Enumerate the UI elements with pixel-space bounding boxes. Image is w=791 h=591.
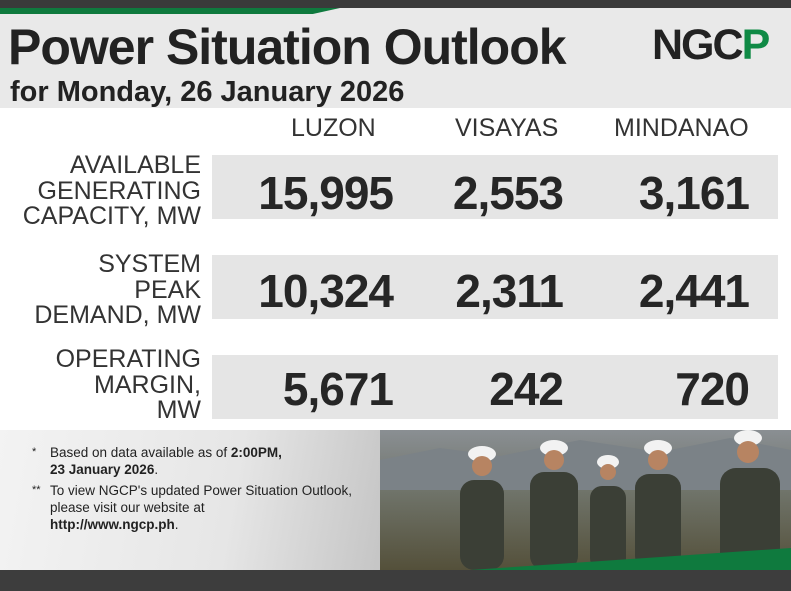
top-bar [0,0,791,8]
mountain-silhouette-icon [380,438,791,490]
value-visayas-demand: 2,311 [455,265,564,317]
column-header-mindanao: MINDANAO [614,114,749,142]
footnote-2-text: To view NGCP's updated Power Situation O… [50,483,352,515]
row-band-capacity [212,155,778,219]
footnote-data-basis: * Based on data available as of 2:00PM, 2… [32,444,382,478]
row-band-margin [212,355,778,419]
header: Power Situation Outlook for Monday, 26 J… [0,8,791,108]
footer-notes-background [0,430,420,570]
footnotes: * Based on data available as of 2:00PM, 2… [32,444,382,537]
footnote-mark-2: ** [32,484,41,496]
footnote-1-period: . [154,462,159,477]
workers-group-icon [460,430,780,570]
logo-text-green: P [741,21,771,69]
bottom-bar [0,570,791,591]
row-label-margin: OPERATING MARGIN, MW [55,345,201,424]
footnote-2-period: . [174,517,179,532]
value-mindanao-margin: 720 [675,363,750,415]
value-mindanao-demand: 2,441 [638,265,750,317]
column-header-luzon: LUZON [291,114,376,142]
logo-text-dark: NGC [652,21,744,69]
top-accent-stripe [0,8,340,14]
value-luzon-capacity: 15,995 [258,167,394,219]
page-title: Power Situation Outlook [8,19,567,75]
linemen-photo [380,430,791,570]
website-link[interactable]: http://www.ngcp.ph [50,517,175,532]
footnote-mark-1: * [32,446,37,458]
value-luzon-demand: 10,324 [258,265,394,317]
value-visayas-capacity: 2,553 [452,167,564,219]
column-header-visayas: VISAYAS [455,114,559,142]
value-luzon-margin: 5,671 [282,363,394,415]
value-mindanao-capacity: 3,161 [638,167,750,219]
footer: * Based on data available as of 2:00PM, 2… [0,430,791,570]
page-subtitle: for Monday, 26 January 2026 [10,76,405,108]
footnote-website: ** To view NGCP's updated Power Situatio… [32,482,382,533]
footnote-1-text: Based on data available as of [50,445,231,460]
footnote-1-date: 23 January 2026 [50,462,155,477]
value-visayas-margin: 242 [489,363,564,415]
row-label-demand: SYSTEM PEAK DEMAND, MW [34,250,201,329]
footnote-1-time: 2:00PM, [230,445,282,460]
row-label-capacity: AVAILABLE GENERATING CAPACITY, MW [22,151,201,230]
ngcp-logo: NGCP [652,21,771,69]
row-band-demand [212,255,778,319]
